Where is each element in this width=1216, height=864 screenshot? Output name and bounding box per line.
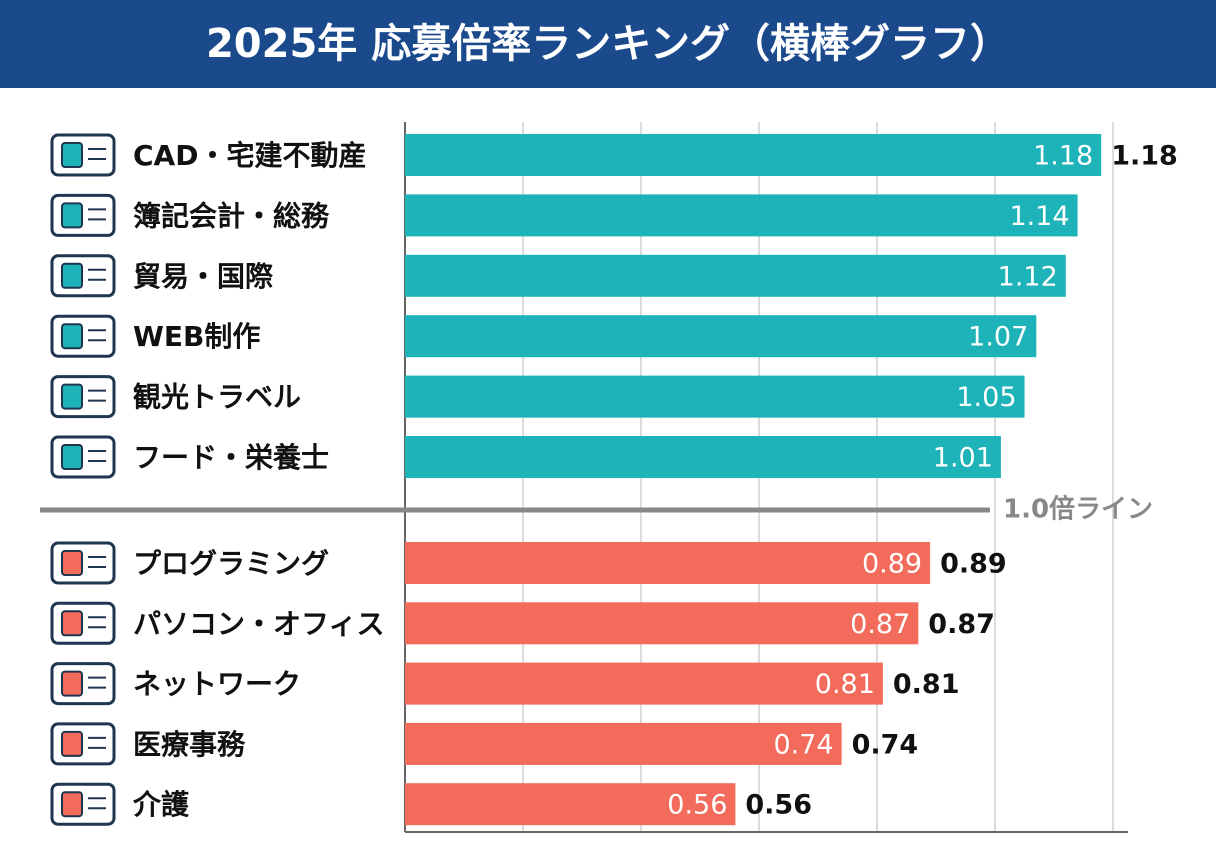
icon-shape — [61, 142, 83, 168]
category-label: 簿記会計・総務 — [133, 199, 330, 232]
category-label: プログラミング — [133, 547, 329, 580]
icon-shape — [50, 314, 116, 358]
bar-value-label: 1.18 — [1033, 141, 1093, 172]
data-label: 0.56 — [745, 790, 812, 821]
bar-value-label: 0.89 — [862, 549, 922, 580]
bar — [405, 542, 931, 584]
icon-shape — [61, 323, 83, 350]
icon-shape — [50, 782, 116, 826]
icon-shape — [50, 254, 116, 298]
category-icon — [50, 375, 116, 419]
category-label: 観光トラベル — [133, 381, 301, 414]
icon-shape — [50, 662, 116, 706]
category-label: 介護 — [132, 788, 190, 821]
icon-shape — [50, 435, 116, 479]
category-label: CAD・宅建不動産 — [133, 139, 366, 172]
icon-shape — [61, 383, 83, 410]
bar-value-label: 0.56 — [667, 790, 727, 821]
bar — [405, 783, 736, 826]
bar-value-label: 1.14 — [1009, 201, 1069, 232]
bar — [405, 254, 1066, 297]
category-icon — [50, 662, 116, 706]
category-icon — [50, 601, 116, 645]
category-label: パソコン・オフィス — [133, 607, 384, 640]
icon-shape — [50, 722, 116, 766]
icon-shape — [61, 444, 83, 470]
bar — [405, 194, 1078, 237]
bar-value-label: 1.05 — [956, 382, 1016, 413]
bar-value-label: 0.81 — [815, 669, 875, 700]
icon-shape — [50, 541, 116, 585]
bar — [405, 134, 1102, 176]
bar — [405, 436, 1001, 478]
bar-value-label: 1.07 — [968, 322, 1028, 353]
bar — [405, 722, 842, 765]
category-icon — [50, 133, 116, 177]
title-bar — [0, 0, 1216, 88]
category-icon — [50, 435, 116, 479]
icon-shape — [50, 375, 116, 419]
bar-value-label: 1.12 — [998, 261, 1058, 292]
category-label: 貿易・国際 — [133, 260, 273, 293]
bar-value-label: 0.74 — [773, 729, 833, 760]
data-label: 0.87 — [928, 609, 995, 640]
bar — [405, 315, 1037, 358]
icon-shape — [61, 202, 83, 229]
bar-value-label: 0.87 — [850, 609, 910, 640]
category-icon — [50, 541, 116, 585]
category-label: ネットワーク — [133, 668, 301, 701]
icon-shape — [50, 133, 116, 177]
data-label: 1.18 — [1111, 141, 1178, 172]
bar — [405, 375, 1025, 418]
data-label: 0.74 — [852, 729, 919, 760]
category-icon — [50, 193, 116, 237]
category-icon — [50, 314, 116, 358]
reference-label: 1.0倍ライン — [1003, 494, 1153, 525]
bar — [405, 602, 919, 645]
chart-title: 2025年 応募倍率ランキング（横棒グラフ） — [206, 21, 1010, 67]
data-label: 0.89 — [940, 549, 1007, 580]
icon-shape — [61, 610, 83, 637]
bar-value-label: 1.01 — [933, 443, 993, 474]
icon-shape — [50, 193, 116, 237]
icon-shape — [61, 730, 83, 757]
category-icon — [50, 722, 116, 766]
data-label: 0.81 — [893, 669, 960, 700]
category-label: 医療事務 — [133, 728, 246, 761]
icon-shape — [61, 550, 83, 576]
bar — [405, 662, 883, 705]
category-label: WEB制作 — [133, 320, 260, 353]
category-icon — [50, 254, 116, 298]
category-icon — [50, 782, 116, 826]
icon-shape — [50, 601, 116, 645]
icon-shape — [61, 670, 83, 697]
icon-shape — [61, 262, 83, 289]
category-label: フード・栄養士 — [133, 441, 329, 474]
icon-shape — [61, 791, 83, 818]
